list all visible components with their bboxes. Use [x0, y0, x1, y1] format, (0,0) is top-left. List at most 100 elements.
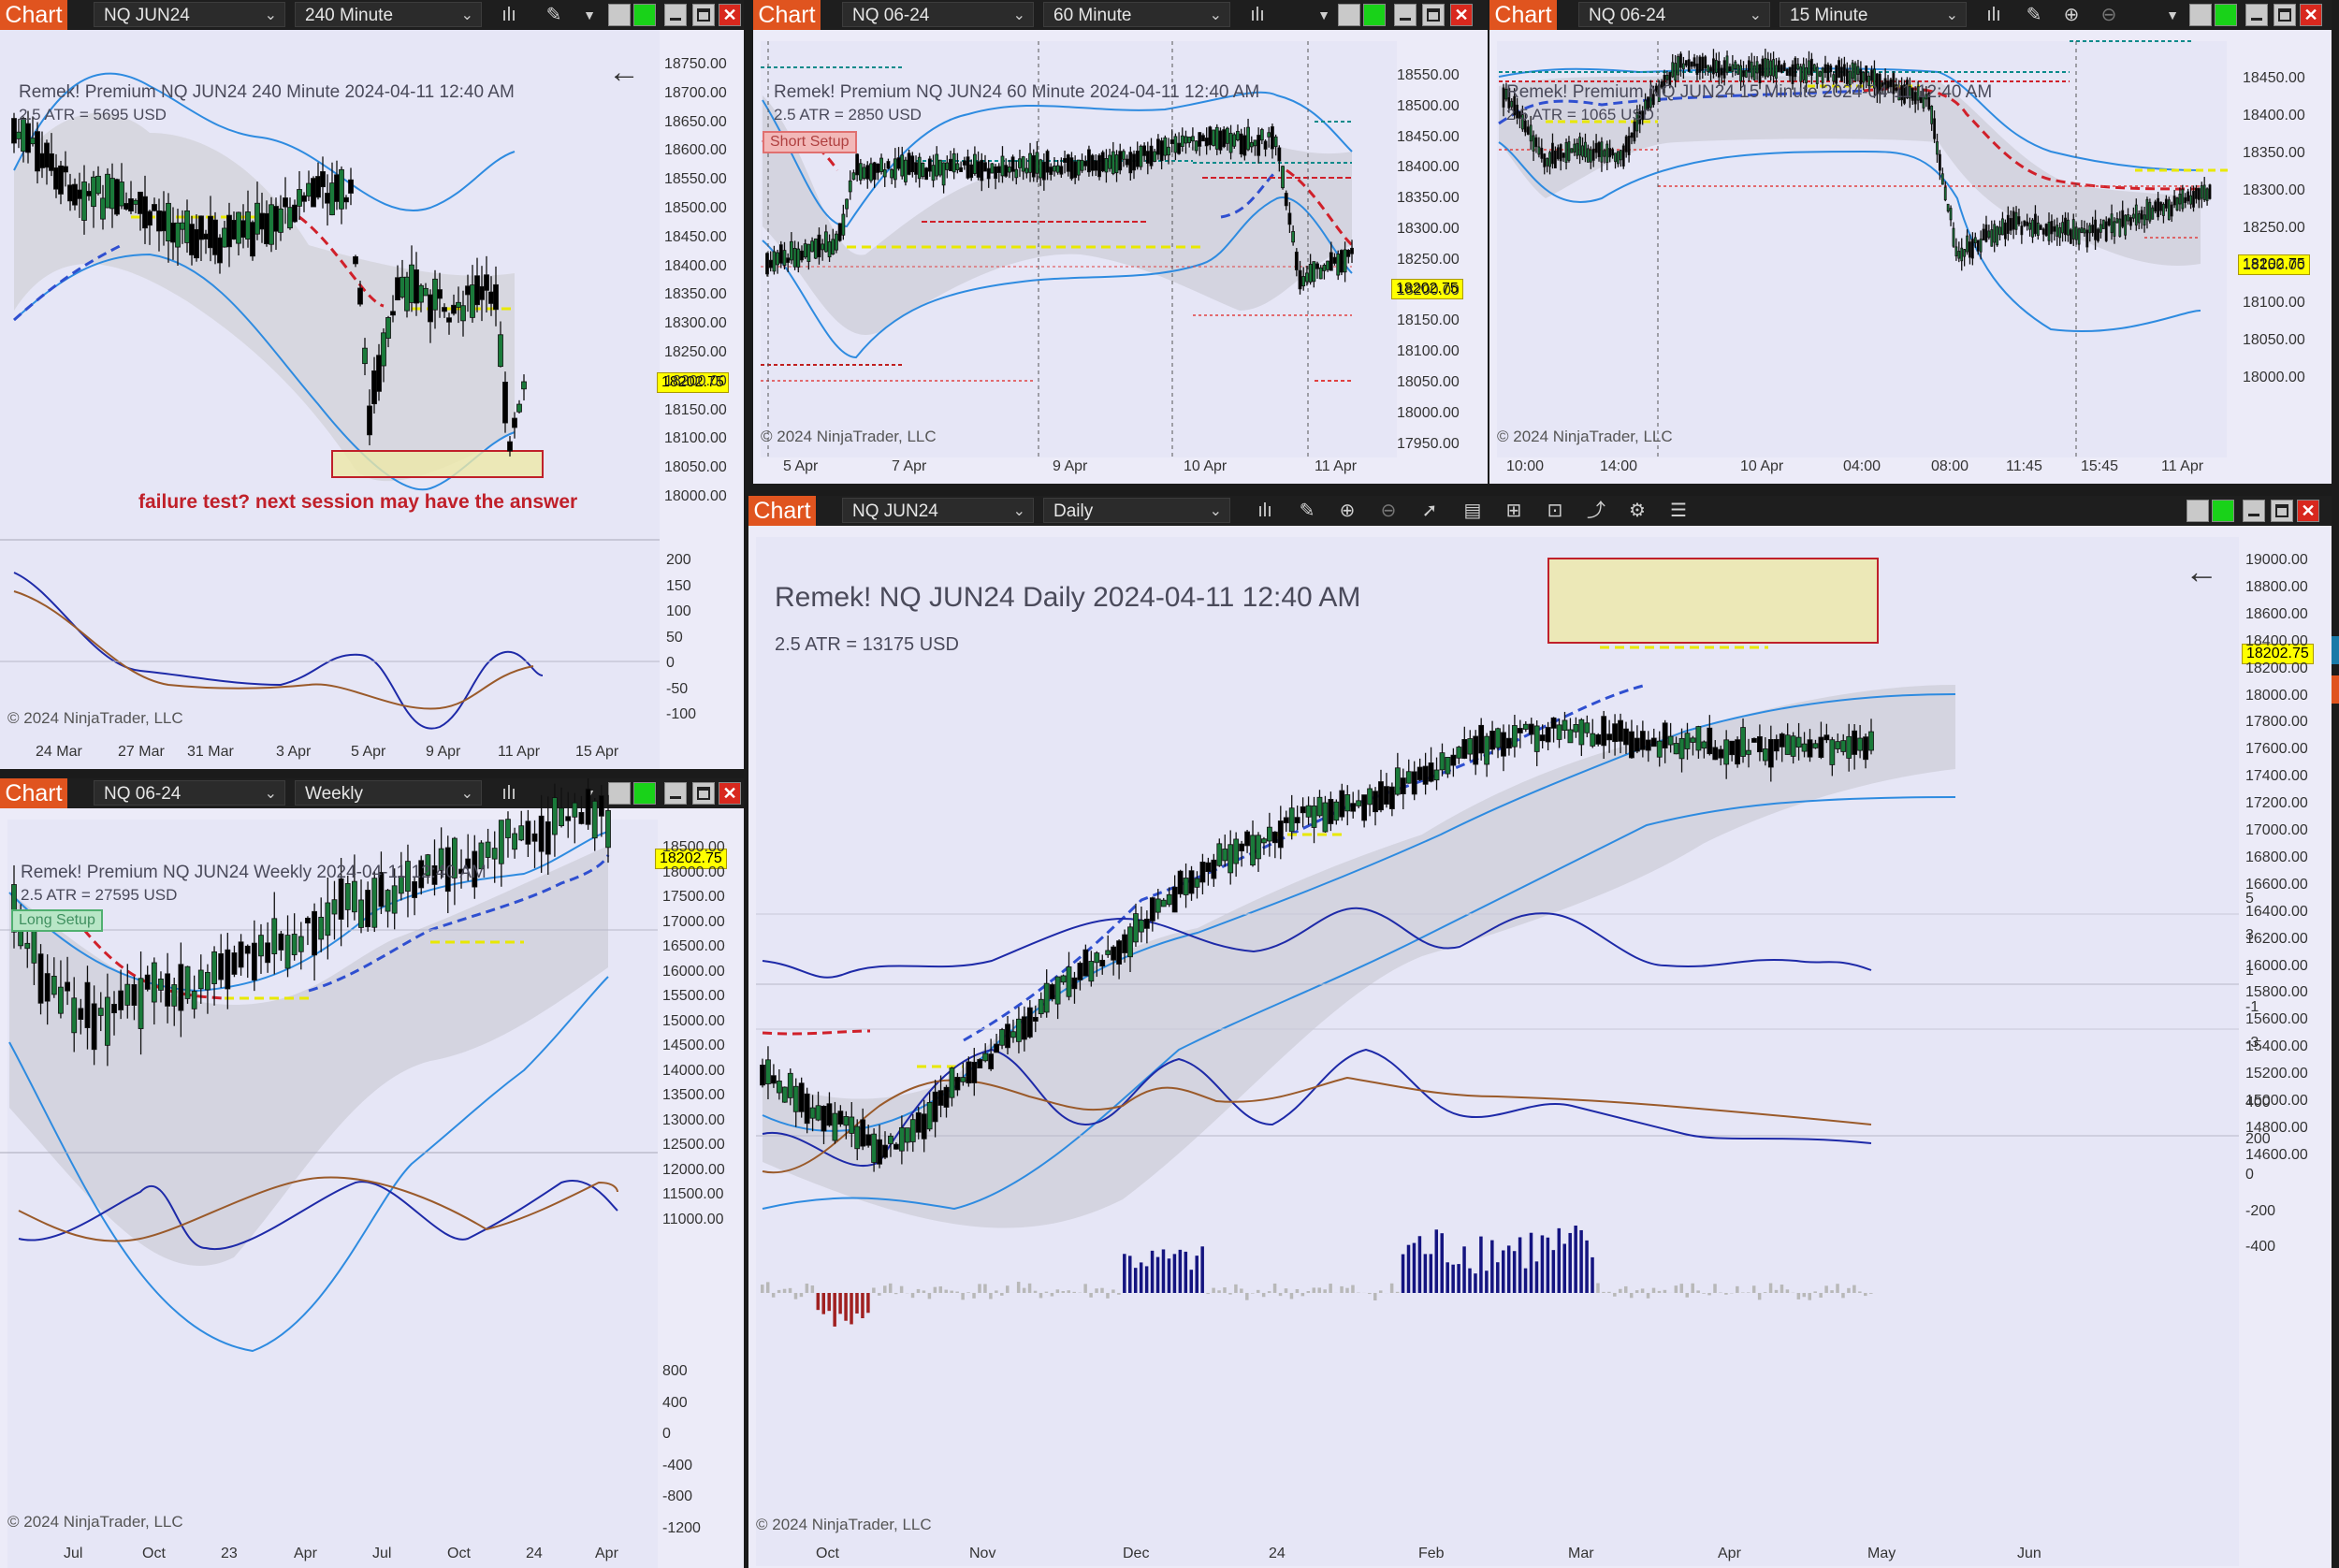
chart-tab[interactable]: Chart — [0, 0, 67, 30]
chevron-down-icon: ⌄ — [264, 786, 277, 802]
bar-type-icon[interactable]: ılı — [501, 5, 516, 25]
window-button[interactable] — [608, 782, 631, 805]
price-panel-15[interactable] — [1489, 30, 2332, 484]
axis-tick-label: 17600.00 — [2245, 741, 2308, 758]
date-tick-label: 3 Apr — [276, 744, 312, 760]
template-icon[interactable]: ⊞ — [1505, 501, 1522, 521]
minimize-button[interactable] — [2245, 4, 2268, 26]
minimize-button[interactable] — [2243, 500, 2265, 522]
window-button[interactable] — [1338, 4, 1360, 26]
back-arrow-icon[interactable]: ← — [2185, 552, 2218, 590]
chevron-down-icon: ⌄ — [1209, 7, 1222, 23]
date-tick-label: 5 Apr — [783, 458, 819, 474]
back-arrow-icon[interactable]: ← — [608, 54, 640, 90]
minimize-button[interactable] — [664, 782, 687, 805]
zoom-out-icon[interactable]: ⊖ — [2100, 5, 2117, 25]
instrument-selector[interactable]: NQ JUN24 ⌄ — [842, 498, 1034, 523]
short-setup-badge: Short Setup — [763, 131, 857, 153]
window-button[interactable] — [608, 4, 631, 26]
date-tick-label: 24 — [526, 1546, 543, 1561]
titlebar: Chart NQ 06-24 ⌄ 15 Minute ⌄ ılı ✎ ⊕ ⊖ ▼ ✕ — [1489, 0, 2332, 30]
instrument-selector[interactable]: NQ 06-24 ⌄ — [842, 2, 1034, 27]
link-color-button[interactable] — [633, 4, 656, 26]
date-tick-label: 31 Mar — [187, 744, 234, 760]
bar-type-icon[interactable]: ılı — [501, 783, 516, 804]
axis-tick-label: 3 — [2245, 926, 2254, 943]
dropdown-arrow-icon[interactable]: ▼ — [583, 7, 596, 22]
chart-tab[interactable]: Chart — [748, 496, 816, 526]
interval-selector[interactable]: Weekly ⌄ — [295, 780, 482, 806]
price-panel-240[interactable] — [0, 30, 744, 769]
link-color-button[interactable] — [633, 782, 656, 805]
axis-tick-label: 18600.00 — [2245, 605, 2308, 622]
window-button[interactable] — [2189, 4, 2212, 26]
chart-window-daily: Chart NQ JUN24 ⌄ Daily ⌄ ılı ✎ ⊕ ⊖ ➚ ▤ ⊞ ⊡… — [748, 496, 2332, 1568]
list-icon[interactable]: ☰ — [1670, 501, 1687, 521]
maximize-button[interactable] — [1422, 4, 1445, 26]
minimize-button[interactable] — [1394, 4, 1416, 26]
instrument-selector[interactable]: NQ JUN24 ⌄ — [94, 2, 285, 27]
bar-type-icon[interactable]: ılı — [1986, 5, 2001, 25]
axis-tick-label: 18000.00 — [664, 488, 727, 504]
link-color-button[interactable] — [1363, 4, 1386, 26]
chart-header: Remek! Premium NQ JUN24 240 Minute 2024-… — [19, 82, 515, 102]
close-button[interactable]: ✕ — [1450, 4, 1473, 26]
date-tick-label: 10 Apr — [1184, 458, 1228, 474]
link-color-button[interactable] — [2215, 4, 2237, 26]
close-button[interactable]: ✕ — [2300, 4, 2322, 26]
interval-value: 240 Minute — [305, 6, 394, 25]
minimize-button[interactable] — [664, 4, 687, 26]
properties-icon[interactable]: ⚙ — [1629, 501, 1646, 521]
pencil-icon[interactable]: ✎ — [545, 5, 562, 25]
indicators-icon[interactable]: ⊡ — [1547, 501, 1563, 521]
axis-tick-label: 16600.00 — [2245, 876, 2308, 893]
axis-tick-label: 18500.00 — [664, 200, 727, 216]
chart-tab[interactable]: Chart — [1489, 0, 1557, 30]
strategy-icon[interactable]: ⤴ — [1587, 501, 1605, 521]
axis-tick-label: 18750.00 — [664, 56, 727, 72]
close-button[interactable]: ✕ — [719, 4, 741, 26]
chevron-down-icon: ⌄ — [264, 7, 277, 23]
instrument-selector[interactable]: NQ 06-24 ⌄ — [1578, 2, 1770, 27]
interval-selector[interactable]: 15 Minute ⌄ — [1780, 2, 1967, 27]
dropdown-arrow-icon[interactable]: ▼ — [1317, 7, 1330, 22]
close-button[interactable]: ✕ — [719, 782, 741, 805]
date-tick-label: Mar — [1568, 1546, 1594, 1561]
interval-selector[interactable]: Daily ⌄ — [1043, 498, 1230, 523]
interval-selector[interactable]: 60 Minute ⌄ — [1043, 2, 1230, 27]
zoom-out-icon[interactable]: ⊖ — [1380, 501, 1397, 521]
axis-tick-label: 18450.00 — [664, 228, 727, 245]
interval-selector[interactable]: 240 Minute ⌄ — [295, 2, 482, 27]
price-panel-60[interactable] — [753, 30, 1488, 484]
window-button[interactable] — [2186, 500, 2209, 522]
axis-tick-label: 16800.00 — [2245, 849, 2308, 865]
axis-tick-label: 18500.00 — [1397, 97, 1460, 114]
axis-tick-label: 17000.00 — [662, 913, 725, 930]
chart-tab[interactable]: Chart — [0, 778, 67, 808]
maximize-button[interactable] — [2271, 500, 2293, 522]
bar-type-icon[interactable]: ılı — [1250, 5, 1265, 25]
maximize-button[interactable] — [692, 782, 715, 805]
dropdown-arrow-icon[interactable]: ▼ — [583, 786, 596, 801]
maximize-button[interactable] — [2274, 4, 2296, 26]
axis-tick-label: 15400.00 — [2245, 1038, 2308, 1055]
pencil-icon[interactable]: ✎ — [1299, 501, 1315, 521]
titlebar: Chart NQ 06-24 ⌄ Weekly ⌄ ılı ▼ ✕ — [0, 778, 744, 808]
price-panel-weekly[interactable] — [0, 808, 744, 1568]
price-panel-daily[interactable] — [748, 526, 2332, 1568]
link-color-button[interactable] — [2212, 500, 2234, 522]
pencil-icon[interactable]: ✎ — [2026, 5, 2042, 25]
axis-tick-label: 18350.00 — [1397, 190, 1460, 207]
instrument-value: NQ JUN24 — [104, 6, 190, 25]
close-button[interactable]: ✕ — [2297, 500, 2319, 522]
bar-type-icon[interactable]: ılı — [1257, 501, 1272, 521]
chart-tab[interactable]: Chart — [753, 0, 821, 30]
dropdown-arrow-icon[interactable]: ▼ — [2166, 7, 2179, 22]
instrument-selector[interactable]: NQ 06-24 ⌄ — [94, 780, 285, 806]
pointer-icon[interactable]: ➚ — [1421, 501, 1438, 521]
zoom-in-icon[interactable]: ⊕ — [1339, 501, 1356, 521]
maximize-button[interactable] — [692, 4, 715, 26]
chart-header: Remek! Premium NQ JUN24 15 Minute 2024-0… — [1506, 82, 1993, 102]
data-box-icon[interactable]: ▤ — [1463, 501, 1482, 521]
zoom-in-icon[interactable]: ⊕ — [2063, 5, 2080, 25]
